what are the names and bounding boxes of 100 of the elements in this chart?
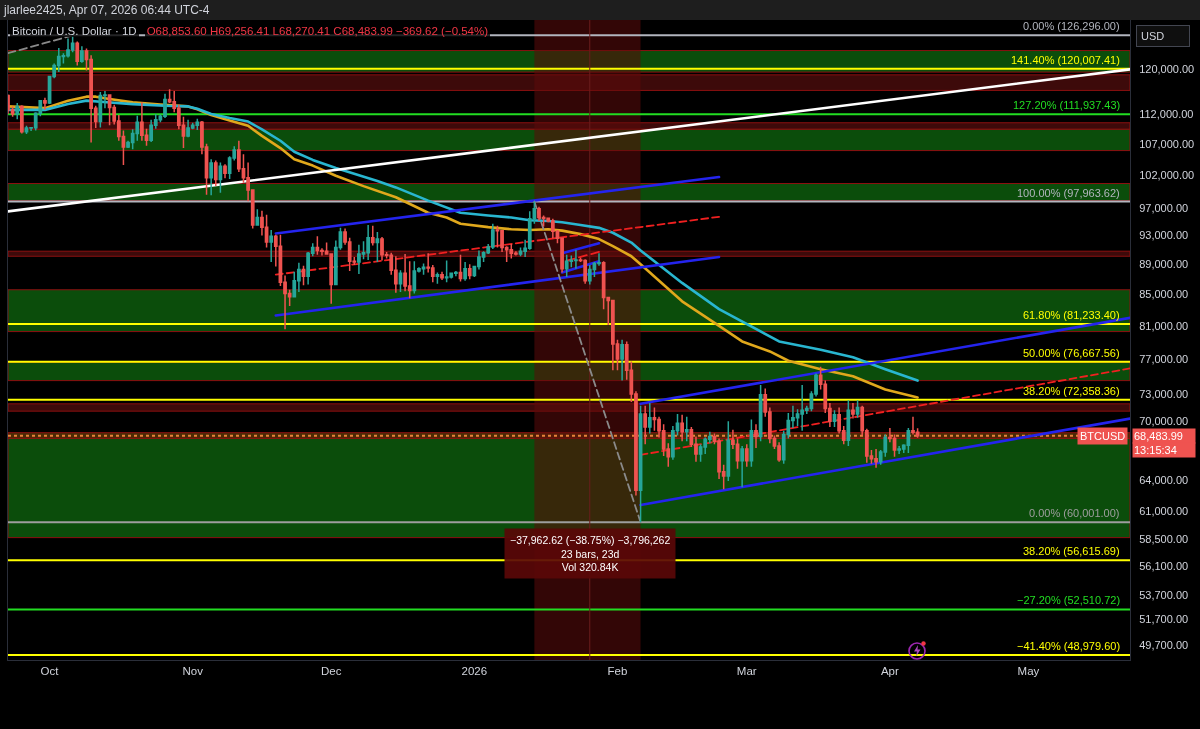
y-tick-label: 51,700.00 bbox=[1139, 613, 1189, 626]
y-tick-label: 49,700.00 bbox=[1139, 639, 1189, 652]
y-tick-label: 58,500.00 bbox=[1139, 532, 1189, 545]
y-tick-label: 102,000.00 bbox=[1139, 168, 1195, 181]
y-tick-label: 107,000.00 bbox=[1139, 137, 1195, 150]
text: 68,483.99 bbox=[1134, 430, 1183, 442]
ref-line-label: 141.40% (120,007.41) bbox=[1011, 54, 1120, 66]
y-tick-label: 56,100.00 bbox=[1139, 559, 1189, 572]
candlestick bbox=[643, 404, 648, 445]
y-tick-label: 70,000.00 bbox=[1139, 415, 1189, 428]
candlestick bbox=[98, 91, 103, 129]
annotation: −37,962.62 (−38.75%) −3,796,262 23 bars, 23d Vol 320.84K bbox=[510, 534, 671, 574]
candlestick bbox=[851, 402, 855, 420]
candlestick bbox=[911, 415, 915, 436]
candlestick bbox=[874, 448, 878, 469]
candlestick bbox=[213, 159, 218, 187]
candlestick bbox=[444, 259, 449, 283]
ref-line-label: 100.00% (97,963.62) bbox=[1017, 187, 1120, 199]
x-tick-label: Dec bbox=[320, 664, 342, 677]
x-tick-label: Nov bbox=[182, 664, 204, 677]
x-tick-label: Apr bbox=[880, 664, 900, 677]
y-tick-label: 85,000.00 bbox=[1139, 288, 1189, 301]
candlestick bbox=[223, 163, 227, 180]
candlestick bbox=[684, 415, 689, 443]
y-tick-label: 73,000.00 bbox=[1139, 387, 1189, 400]
ref-line-label: 127.20% (111,937.43) bbox=[1013, 99, 1121, 111]
text: 13:15:34 bbox=[1134, 444, 1177, 456]
candlestick bbox=[70, 34, 75, 53]
candlestick bbox=[758, 384, 763, 443]
candlestick bbox=[357, 243, 361, 275]
y-tick-label: 97,000.00 bbox=[1139, 201, 1189, 214]
ref-line-label: −27.20% (52,510.72) bbox=[1017, 594, 1121, 606]
ref-line-label: 50.00% (76,667.56) bbox=[1023, 347, 1120, 359]
candlestick bbox=[740, 445, 745, 488]
candlestick bbox=[906, 427, 911, 454]
text: jlarlee2425, Apr 07, 2026 06:44 UTC-4 bbox=[4, 3, 210, 17]
y-tick-label: 112,000.00 bbox=[1139, 107, 1194, 120]
x-tick-label: May bbox=[1017, 664, 1040, 677]
candlestick bbox=[375, 231, 380, 263]
candlestick bbox=[726, 420, 731, 482]
candlestick bbox=[19, 104, 24, 135]
ref-line-label: 0.00% (126,296.00) bbox=[1023, 20, 1120, 32]
candlestick bbox=[564, 254, 569, 278]
ref-line-label: 61.80% (81,233.40) bbox=[1023, 309, 1120, 321]
x-tick-label: Mar bbox=[736, 664, 757, 677]
candlestick bbox=[195, 117, 200, 131]
ref-line-label: 38.20% (72,358.36) bbox=[1023, 385, 1120, 397]
ref-line-label: 38.20% (56,615.69) bbox=[1023, 545, 1120, 557]
candlestick bbox=[315, 235, 320, 256]
candlestick bbox=[509, 243, 514, 260]
chart-subtitle: O68,853.60 H69,256.41 L68,270.41 C68,483.99 −369.62 (−0.54%) bbox=[144, 25, 491, 37]
candlestick bbox=[43, 97, 47, 111]
candlestick bbox=[80, 45, 84, 64]
y-tick-label: 53,700.00 bbox=[1139, 588, 1189, 601]
candlestick bbox=[754, 423, 758, 449]
y-tick-label: 81,000.00 bbox=[1139, 319, 1189, 332]
candlestick bbox=[800, 384, 805, 432]
candlestick bbox=[412, 260, 417, 295]
candlestick bbox=[75, 40, 80, 67]
candlestick bbox=[587, 264, 592, 286]
candlestick bbox=[680, 414, 684, 443]
candlestick bbox=[583, 258, 588, 285]
candlestick bbox=[610, 299, 615, 371]
candlestick bbox=[435, 271, 440, 285]
y-tick-label: 61,000.00 bbox=[1139, 505, 1189, 518]
candlestick bbox=[537, 205, 541, 222]
text: BTCUSD bbox=[1080, 430, 1126, 442]
candlestick bbox=[467, 263, 472, 280]
candlestick bbox=[393, 255, 398, 294]
candlestick bbox=[370, 225, 375, 247]
x-tick-label: Oct bbox=[40, 664, 60, 677]
y-tick-label: 77,000.00 bbox=[1139, 352, 1189, 365]
candlestick bbox=[897, 445, 902, 455]
candlestick bbox=[421, 262, 426, 276]
candlestick bbox=[140, 101, 144, 142]
y-tick-label: 120,000.00 bbox=[1139, 62, 1195, 75]
candlestick bbox=[209, 158, 214, 197]
candlestick bbox=[550, 218, 555, 240]
y-axis-title: USD bbox=[1141, 30, 1165, 42]
y-tick-label: 64,000.00 bbox=[1139, 473, 1189, 486]
y-tick-label: 89,000.00 bbox=[1139, 258, 1189, 271]
candlestick bbox=[620, 339, 624, 382]
y-tick-label: 93,000.00 bbox=[1139, 229, 1189, 242]
candlestick bbox=[647, 402, 652, 435]
candlestick bbox=[264, 214, 269, 249]
candlestick bbox=[490, 222, 495, 250]
candlestick bbox=[744, 443, 749, 468]
x-tick-label: Feb bbox=[607, 664, 628, 677]
candlestick bbox=[458, 254, 463, 283]
chart-title: Bitcoin / U.S. Dollar · 1D bbox=[10, 25, 139, 37]
ref-line-label: −41.40% (48,979.60) bbox=[1017, 640, 1121, 652]
candlestick bbox=[218, 161, 223, 194]
candlestick bbox=[269, 229, 274, 263]
x-tick-label: 2026 bbox=[461, 664, 488, 677]
ref-line-label: 0.00% (60,001.00) bbox=[1029, 507, 1120, 519]
candlestick bbox=[15, 102, 20, 120]
candlestick bbox=[366, 224, 371, 261]
candlestick bbox=[495, 225, 500, 249]
candlestick bbox=[846, 399, 851, 447]
candlestick bbox=[463, 261, 467, 282]
